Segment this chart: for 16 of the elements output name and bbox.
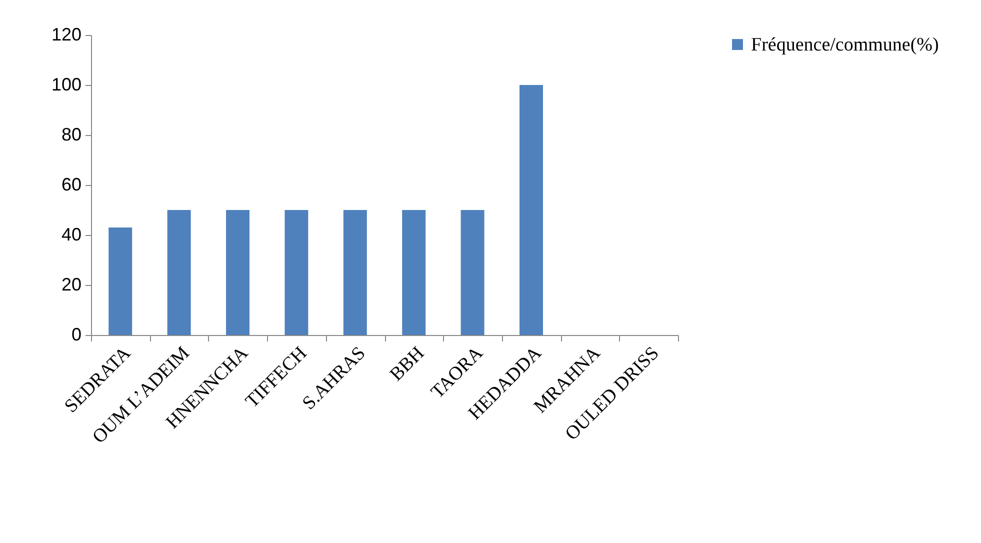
y-tick-label: 40	[61, 224, 82, 244]
y-tick-label: 0	[71, 324, 82, 344]
y-tick-label: 100	[51, 74, 82, 94]
bar	[402, 210, 426, 335]
bar	[226, 210, 250, 335]
y-tick-label: 120	[51, 24, 82, 44]
bar	[520, 85, 543, 335]
y-tick-label: 60	[61, 174, 82, 194]
legend-label: Fréquence/commune(%)	[751, 34, 939, 56]
y-tick-label: 80	[61, 124, 82, 144]
bar	[108, 228, 132, 335]
y-tick-label: 20	[61, 274, 82, 294]
bar	[343, 210, 367, 335]
bar	[167, 210, 191, 335]
bar	[284, 210, 308, 335]
bar	[460, 210, 484, 335]
